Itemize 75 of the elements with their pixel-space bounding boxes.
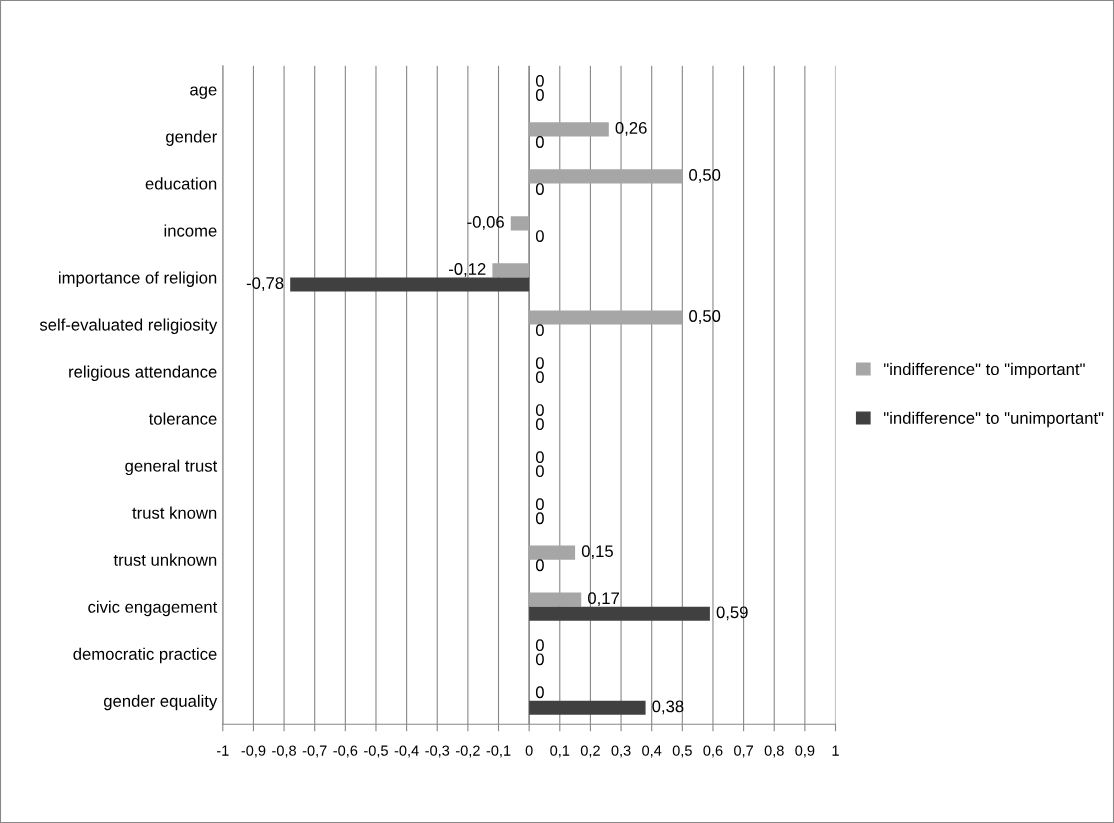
- x-tick-label: -0,1: [486, 745, 511, 758]
- x-tick-label: -0,8: [272, 745, 296, 758]
- data-label: -0,78: [246, 277, 284, 291]
- x-tick-label: 0: [525, 745, 533, 756]
- bar: [529, 606, 710, 621]
- y-tick-label: trust unknown: [113, 553, 217, 566]
- x-tick-label: 0,2: [580, 745, 600, 758]
- data-label: 0,17: [588, 592, 619, 607]
- y-tick-label: importance of religion: [59, 271, 217, 287]
- y-tick-label: general trust: [125, 459, 218, 476]
- y-tick-label: trust known: [132, 506, 217, 519]
- data-label: 0,38: [652, 700, 684, 715]
- bar: [492, 263, 530, 278]
- data-label: 0: [535, 89, 544, 101]
- data-label: 0: [535, 653, 544, 666]
- data-label: 0,50: [689, 310, 721, 324]
- data-label: 0: [535, 404, 544, 416]
- x-tick-label: -0,5: [364, 745, 388, 758]
- bar: [529, 545, 576, 560]
- y-tick-label: religious attendance: [69, 365, 217, 382]
- x-tick-label: 0,3: [611, 745, 631, 758]
- legend-label: "indifference" to "unimportant": [884, 411, 1104, 428]
- x-tick-label: 0,5: [672, 745, 692, 758]
- bar: [290, 277, 530, 292]
- x-tick-label: -0,7: [302, 745, 327, 758]
- data-label: 0: [535, 418, 544, 431]
- data-label: 0: [535, 324, 544, 337]
- data-label: 0: [535, 451, 544, 463]
- data-label: 0,26: [615, 122, 647, 136]
- x-tick-label: -0,9: [241, 745, 266, 758]
- data-label: 0: [535, 498, 544, 511]
- x-tick-label: -0,6: [333, 745, 358, 758]
- bar: [529, 310, 683, 325]
- data-label: 0: [535, 639, 544, 652]
- bar: [529, 592, 582, 607]
- x-tick-label: -1: [216, 745, 229, 756]
- data-label: 0: [535, 136, 544, 148]
- bar: [529, 122, 609, 137]
- x-tick-label: -0,4: [394, 745, 419, 758]
- data-label: 0: [535, 559, 544, 572]
- bar: [529, 169, 683, 184]
- x-tick-label: 0,7: [734, 745, 753, 758]
- y-tick-label: education: [145, 177, 217, 190]
- data-label: 0: [535, 74, 544, 87]
- data-label: 0: [535, 371, 544, 384]
- y-tick-label: tolerance: [148, 412, 217, 425]
- y-tick-label: democratic practice: [73, 647, 217, 664]
- y-tick-label: self-evaluated religiosity: [39, 318, 218, 334]
- bar: [510, 216, 530, 231]
- bar: [529, 700, 646, 715]
- y-tick-label: income: [164, 224, 217, 237]
- data-label: 0: [535, 465, 544, 478]
- data-label: 0: [535, 686, 544, 699]
- y-tick-label: gender equality: [103, 694, 218, 711]
- x-tick-label: 0,4: [642, 745, 662, 758]
- data-label: 0: [535, 183, 544, 195]
- x-tick-label: 0,6: [703, 745, 723, 758]
- legend-label: "indifference" to "important": [884, 362, 1085, 379]
- x-tick-label: 0,8: [764, 745, 784, 758]
- data-label: -0,06: [467, 216, 504, 230]
- y-tick-label: gender: [166, 130, 217, 146]
- data-label: -0,12: [449, 263, 486, 277]
- data-label: 0,50: [689, 169, 721, 183]
- x-tick-label: -0,2: [455, 745, 480, 758]
- x-tick-label: -0,3: [425, 745, 450, 758]
- y-tick-label: age: [190, 86, 217, 99]
- data-label: 0,15: [581, 545, 613, 560]
- data-label: 0: [535, 357, 544, 369]
- y-tick-label: civic engagement: [88, 600, 218, 617]
- x-tick-label: 0,1: [550, 745, 570, 758]
- x-tick-label: 0,9: [795, 745, 815, 758]
- data-label: 0,59: [716, 606, 748, 621]
- data-label: 0: [535, 230, 544, 242]
- data-label: 0: [535, 512, 544, 525]
- x-tick-label: 1: [832, 745, 839, 756]
